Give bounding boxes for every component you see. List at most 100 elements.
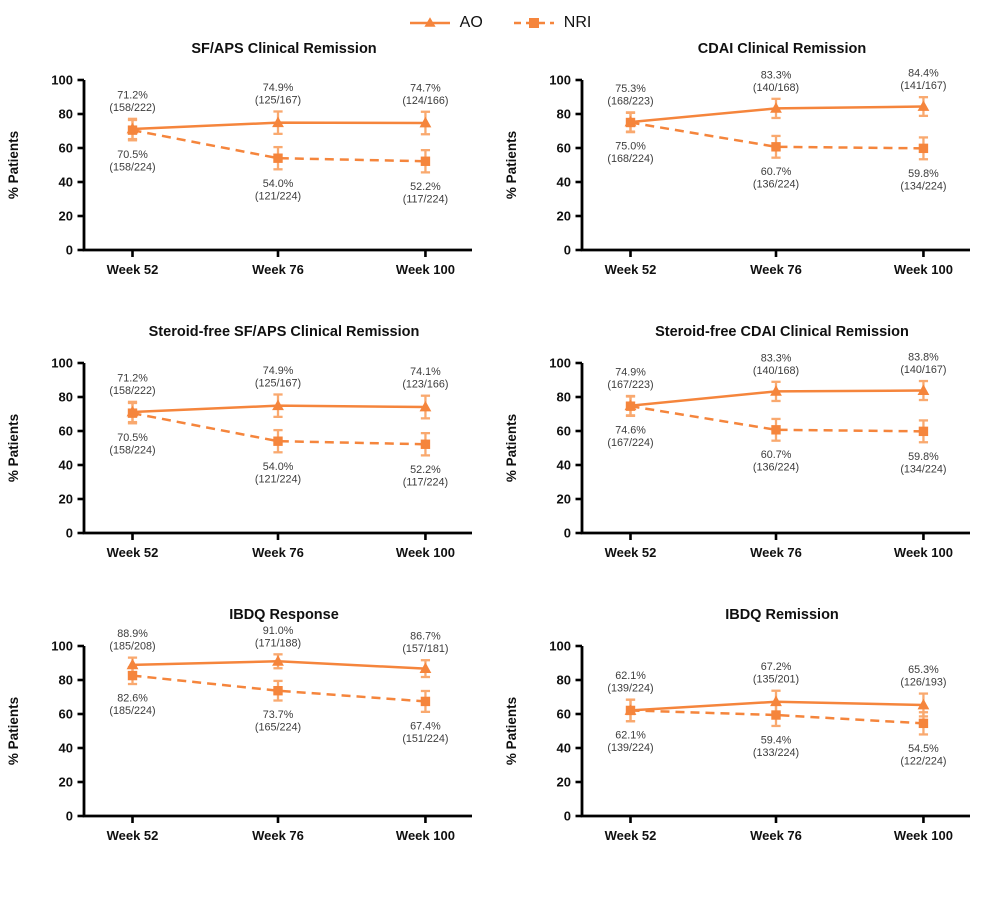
data-label-frac: (158/224)	[109, 444, 155, 456]
marker-triangle-ao	[126, 658, 139, 670]
y-tick-label: 0	[564, 526, 571, 541]
data-label-pct: 52.2%	[410, 181, 441, 193]
data-label-frac: (125/167)	[255, 377, 301, 389]
x-tick-label: Week 52	[107, 545, 159, 560]
series-line-nri	[132, 674, 426, 703]
figure: AO NRI SF/APS Clinical Remission 0 20 40 60 8…	[0, 14, 1000, 871]
y-axis-title: % Patients	[6, 414, 21, 482]
data-label-frac: (125/167)	[255, 94, 301, 106]
y-tick-label: 40	[59, 175, 73, 190]
data-label-frac: (133/224)	[753, 747, 799, 759]
legend-item-ao: AO	[409, 14, 483, 32]
x-tick-label: Week 76	[252, 545, 304, 560]
x-tick-label: Week 76	[750, 828, 802, 843]
data-label-pct: 62.1%	[615, 730, 646, 742]
y-tick-label: 0	[66, 243, 73, 258]
marker-square-nri	[918, 426, 929, 437]
data-label-pct: 73.7%	[263, 709, 294, 721]
panel-title: Steroid-free SF/APS Clinical Remission	[149, 324, 420, 340]
x-tick-label: Week 76	[750, 262, 802, 277]
marker-triangle-ao	[917, 100, 930, 111]
y-tick-label: 40	[557, 175, 571, 190]
ao-solid-line-triangle-icon	[409, 17, 450, 27]
marker-square-nri	[918, 143, 929, 154]
panel-title: IBDQ Remission	[725, 607, 839, 623]
chart-canvas: Steroid-free SF/APS Clinical Remission 0 2…	[6, 324, 472, 560]
data-label-pct: 74.6%	[615, 424, 646, 436]
y-tick-label: 60	[59, 424, 73, 439]
panel-title: CDAI Clinical Remission	[698, 41, 866, 57]
y-axis-title: % Patients	[504, 131, 519, 199]
data-label-pct: 62.1%	[615, 670, 646, 682]
data-label-frac: (123/166)	[402, 379, 448, 391]
marker-triangle-ao	[419, 116, 432, 128]
marker-square-nri	[420, 439, 431, 449]
y-tick-label: 60	[557, 707, 571, 722]
marker-square-nri	[273, 436, 283, 446]
panel-title: IBDQ Response	[229, 607, 339, 623]
y-tick-label: 100	[51, 356, 73, 371]
data-label-frac: (168/223)	[607, 95, 653, 107]
data-label-pct: 59.8%	[908, 451, 939, 463]
data-label-frac: (117/224)	[403, 476, 448, 488]
legend-label-nri: NRI	[563, 14, 592, 31]
data-label-frac: (158/222)	[109, 102, 155, 114]
data-label-pct: 52.2%	[410, 464, 441, 476]
y-tick-label: 100	[51, 73, 73, 88]
data-label-pct: 67.2%	[761, 661, 792, 673]
nri-dashed-line-square-icon	[513, 18, 554, 28]
data-label-frac: (135/201)	[753, 674, 799, 686]
x-tick-label: Week 52	[605, 545, 657, 560]
chart-panel-2: CDAI Clinical Remission 0 20 40 60 80 100 Week …	[500, 36, 998, 305]
data-label-pct: 84.4%	[908, 68, 939, 80]
data-label-frac: (185/224)	[109, 705, 155, 717]
data-label-pct: 83.8%	[908, 352, 939, 364]
marker-triangle-ao	[770, 385, 782, 396]
y-axis-title: % Patients	[504, 414, 519, 482]
data-label-frac: (158/222)	[109, 385, 155, 397]
data-label-frac: (165/224)	[255, 722, 301, 734]
marker-triangle-ao	[419, 662, 432, 674]
data-label-pct: 71.2%	[117, 89, 148, 101]
marker-square-nri	[273, 153, 283, 163]
y-tick-label: 60	[59, 707, 73, 722]
data-label-pct: 82.6%	[117, 693, 148, 705]
y-tick-label: 60	[557, 424, 571, 439]
panel-title: SF/APS Clinical Remission	[191, 41, 376, 57]
y-tick-label: 40	[557, 458, 571, 473]
chart-canvas: CDAI Clinical Remission 0 20 40 60 80 100 Week …	[504, 41, 970, 277]
data-label-pct: 65.3%	[908, 664, 939, 676]
x-tick-label: Week 100	[894, 828, 953, 843]
y-axis-title: % Patients	[6, 131, 21, 199]
data-label-pct: 74.9%	[263, 82, 294, 94]
series-line-nri	[630, 709, 924, 725]
x-tick-label: Week 100	[396, 828, 455, 843]
data-label-pct: 86.7%	[410, 631, 441, 643]
y-tick-label: 100	[51, 639, 73, 654]
marker-square-nri	[771, 425, 781, 435]
data-label-pct: 59.4%	[761, 734, 792, 746]
data-label-frac: (168/224)	[607, 153, 653, 165]
chart-canvas: IBDQ Response 0 20 40 60 80 100 Week 52 Week 76 W…	[6, 607, 472, 843]
data-label-frac: (121/224)	[255, 473, 301, 485]
data-label-frac: (140/167)	[900, 364, 946, 376]
y-tick-label: 40	[557, 741, 571, 756]
panel-title: Steroid-free CDAI Clinical Remission	[655, 324, 909, 340]
data-label-frac: (171/188)	[255, 637, 301, 649]
data-label-pct: 75.3%	[615, 83, 646, 95]
marker-triangle-ao	[272, 116, 284, 128]
x-tick-label: Week 100	[894, 545, 953, 560]
data-label-pct: 60.7%	[761, 166, 792, 178]
data-label-pct: 54.0%	[263, 461, 294, 473]
data-label-pct: 74.7%	[410, 82, 441, 94]
x-tick-label: Week 100	[396, 262, 455, 277]
charts-grid: SF/APS Clinical Remission 0 20 40 60 80 100 Wee…	[0, 36, 1000, 871]
x-tick-label: Week 52	[605, 262, 657, 277]
marker-square-nri	[127, 670, 138, 681]
data-label-frac: (140/168)	[753, 365, 799, 377]
data-label-frac: (134/224)	[900, 180, 946, 192]
y-axis-title: % Patients	[6, 697, 21, 765]
data-label-pct: 60.7%	[761, 449, 792, 461]
y-tick-label: 20	[557, 775, 571, 790]
x-tick-label: Week 76	[750, 545, 802, 560]
